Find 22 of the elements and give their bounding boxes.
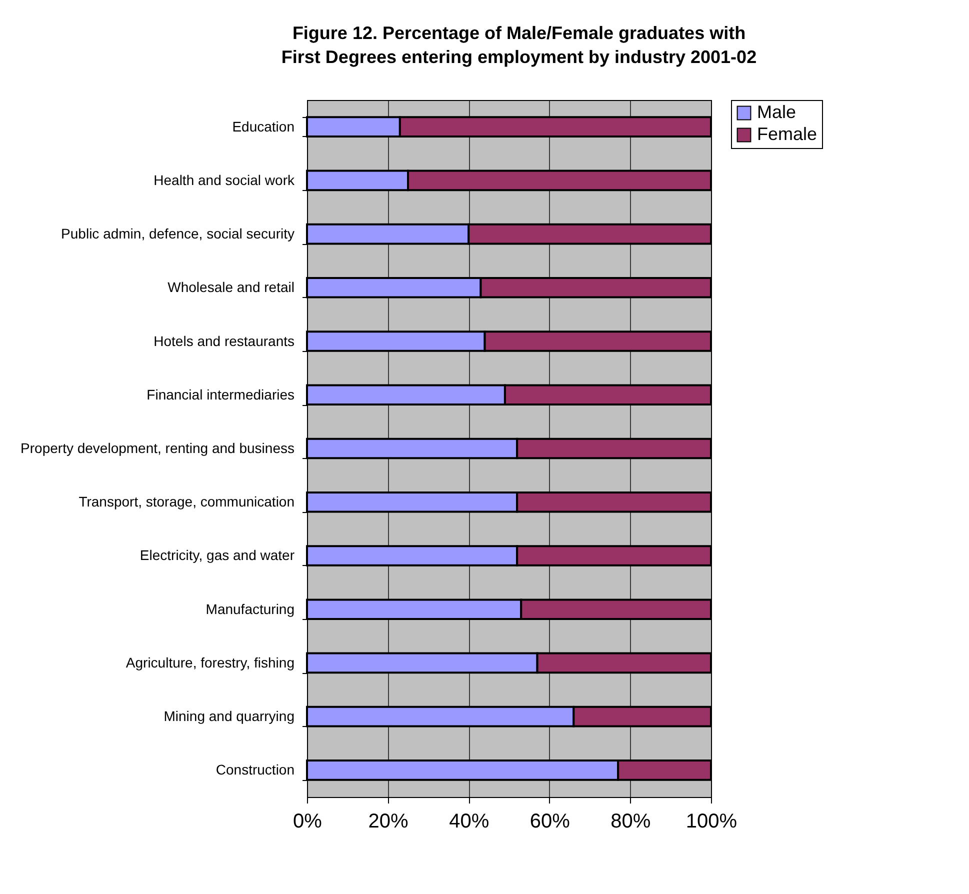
- y-tick-label: Public admin, defence, social security: [61, 226, 294, 242]
- legend-label: Female: [757, 124, 818, 144]
- y-tick-label: Property development, renting and business: [20, 440, 294, 456]
- legend-label: Male: [757, 102, 796, 122]
- y-tick-label: Mining and quarrying: [164, 708, 294, 724]
- y-tick-label: Health and social work: [154, 172, 296, 188]
- x-tick-label: 80%: [610, 810, 651, 832]
- y-tick-label: Wholesale and retail: [168, 279, 294, 296]
- x-tick-label: 100%: [686, 810, 738, 832]
- x-tick-label: 40%: [449, 810, 490, 832]
- y-tick-label: Agriculture, forestry, fishing: [126, 654, 294, 670]
- y-tick-label: Hotels and restaurants: [154, 332, 294, 349]
- x-tick-label: 60%: [530, 810, 570, 832]
- chart-title: Figure 12. Percentage of Male/Female graduates with First Degrees entering employment by industry 2001-02: [281, 23, 757, 67]
- y-tick-label: Manufacturing: [206, 600, 294, 617]
- y-tick-label: Education: [232, 118, 294, 134]
- y-tick-label: Transport, storage, communication: [78, 494, 294, 510]
- y-tick-label: Construction: [216, 762, 294, 778]
- x-tick-label: 0%: [293, 810, 322, 832]
- y-tick-label: Electricity, gas and water: [140, 547, 295, 564]
- x-tick-label: 20%: [368, 810, 409, 832]
- y-tick-label: Financial intermediaries: [146, 386, 294, 402]
